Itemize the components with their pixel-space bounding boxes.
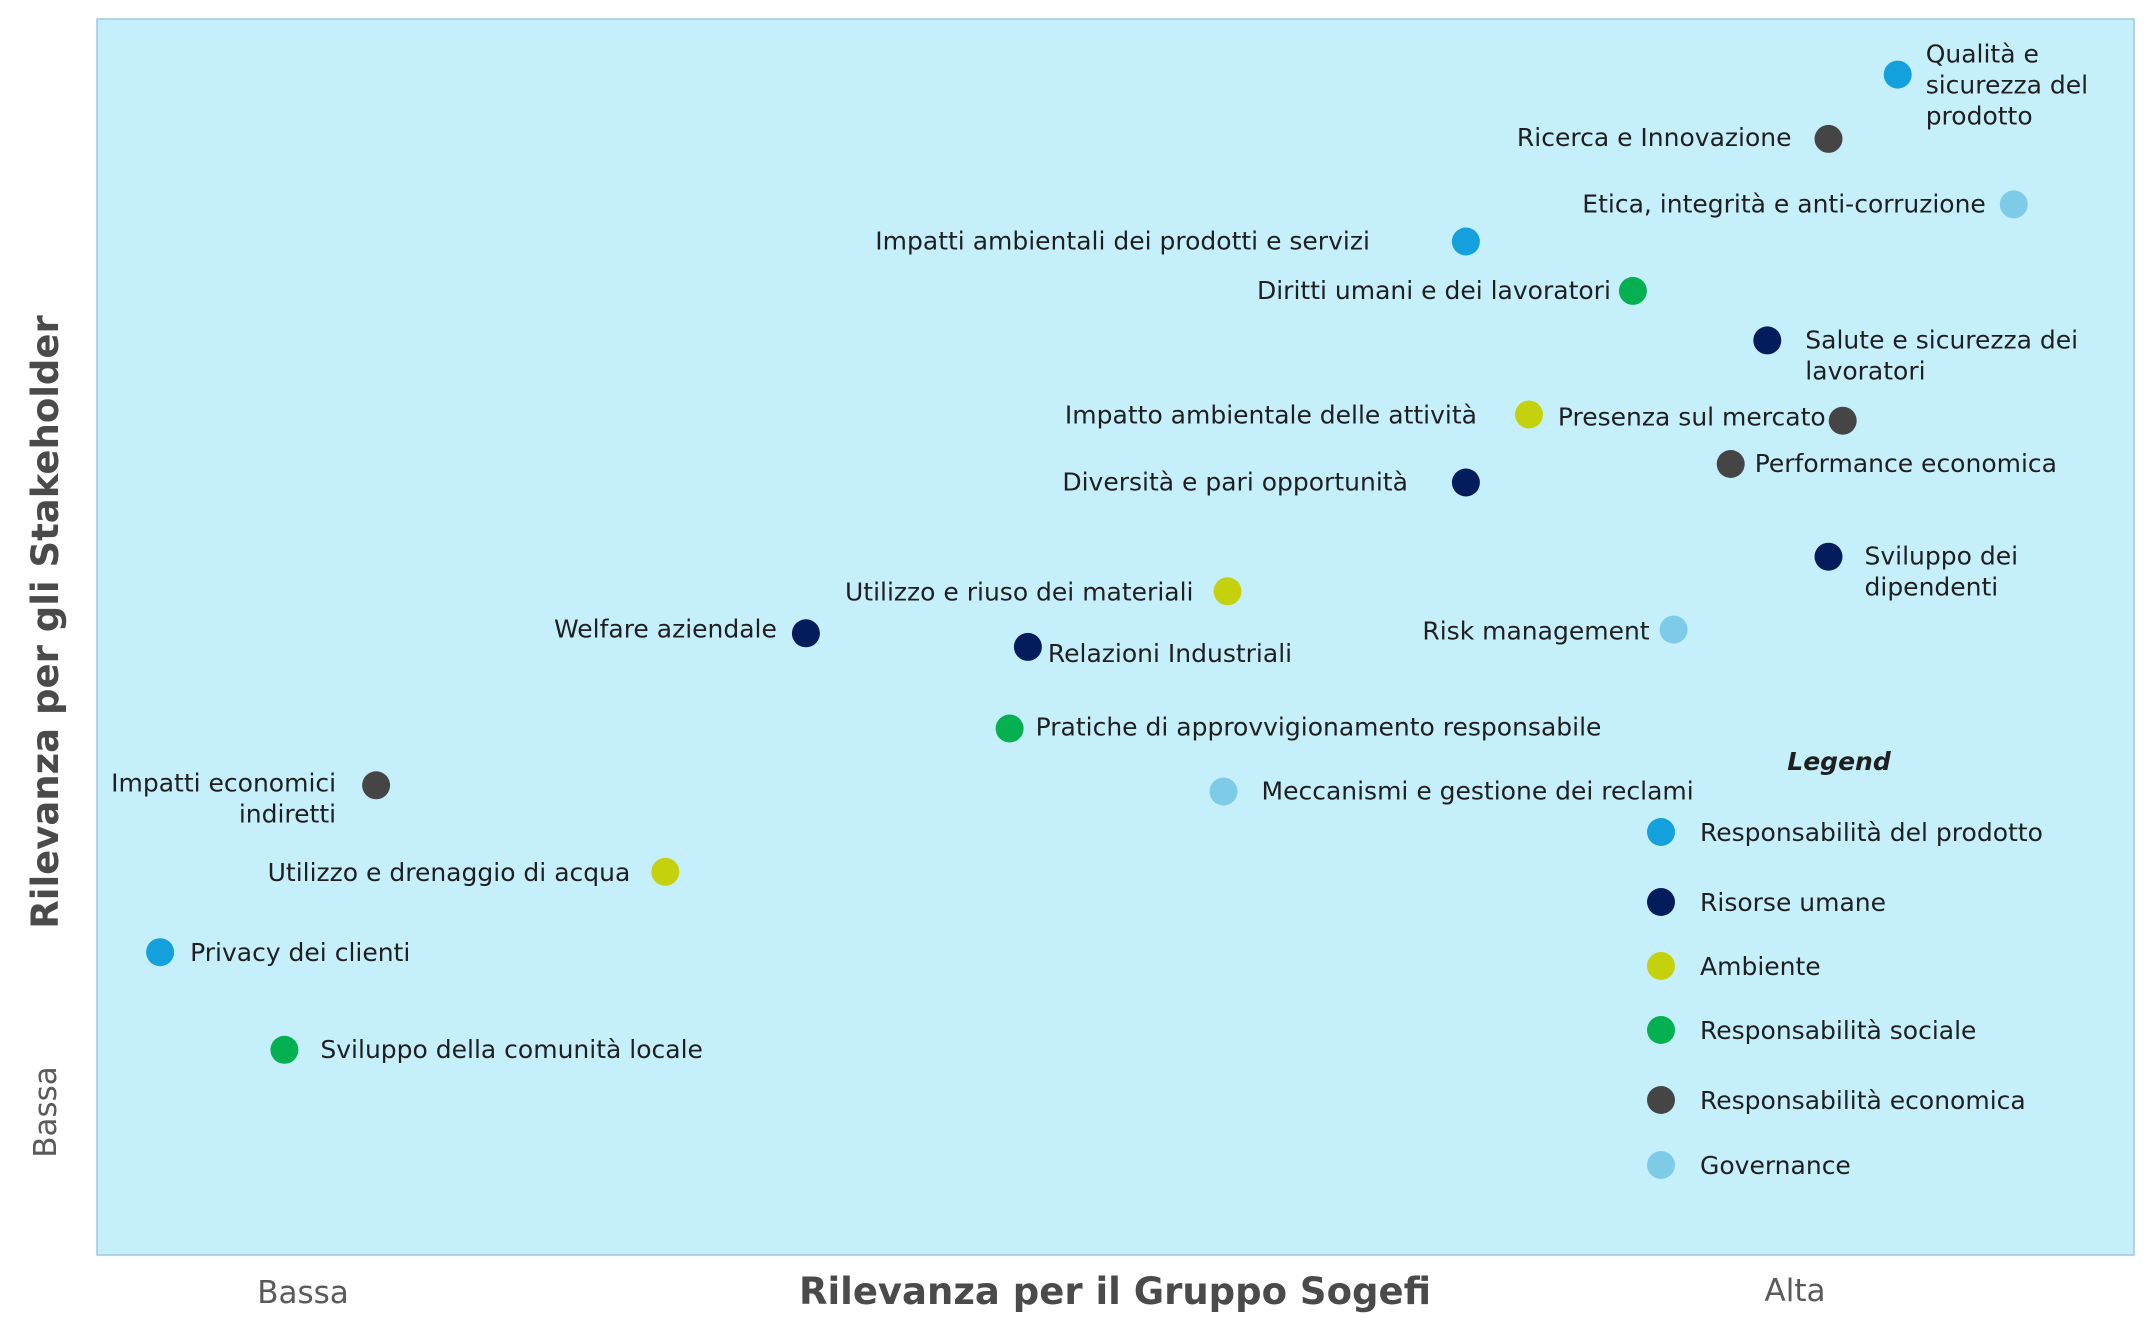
point-impatti-ambientali-dei-prodotti-e-servizi (1451, 227, 1480, 256)
point-presenza-sul-mercato (1828, 406, 1857, 435)
point-ricerca-e-innovazione (1814, 124, 1843, 153)
legend-marker-responsabilita-del-prodotto (1647, 818, 1675, 846)
point-impatti-economici-indiretti (362, 771, 391, 800)
point-utilizzo-e-drenaggio-di-acqua (651, 857, 680, 886)
legend-marker-risorse-umane (1647, 888, 1675, 916)
label-ricerca-e-innovazione: Ricerca e Innovazione (1517, 123, 1792, 152)
point-utilizzo-e-riuso-dei-materiali (1213, 577, 1242, 606)
point-qualita-e-sicurezza-del-prodotto (1883, 60, 1912, 89)
label-diversita-e-pari-opportunita: Diversità e pari opportunità (1062, 468, 1408, 497)
label-impatto-ambientale-delle-attivita: Impatto ambientale delle attività (1065, 401, 1477, 430)
legend-label-responsabilita-del-prodotto: Responsabilità del prodotto (1700, 818, 2043, 847)
label-utilizzo-e-drenaggio-di-acqua: Utilizzo e drenaggio di acqua (268, 858, 631, 887)
point-diritti-umani-e-dei-lavoratori (1618, 276, 1647, 305)
label-presenza-sul-mercato: Presenza sul mercato (1558, 403, 1826, 432)
label-qualita-e-sicurezza-del-prodotto: Qualità e sicurezza del prodotto (1926, 40, 2088, 131)
plot-area (96, 18, 2135, 1256)
label-impatti-ambientali-dei-prodotti-e-servizi: Impatti ambientali dei prodotti e serviz… (875, 227, 1370, 256)
label-meccanismi-e-gestione-dei-reclami: Meccanismi e gestione dei reclami (1262, 777, 1694, 806)
y-tick-bassa: Bassa (28, 1066, 64, 1158)
legend-label-governance: Governance (1700, 1151, 1851, 1180)
point-diversita-e-pari-opportunita (1451, 468, 1480, 497)
label-impatti-economici-indiretti: Impatti economici indiretti (111, 768, 336, 828)
label-performance-economica: Performance economica (1755, 449, 2057, 478)
point-privacy-dei-clienti (146, 938, 175, 967)
point-impatto-ambientale-delle-attivita (1515, 400, 1543, 429)
point-sviluppo-dei-dipendenti (1814, 542, 1843, 571)
x-axis-title: Rilevanza per il Gruppo Sogefi (799, 1270, 1431, 1313)
data-points: Qualità e sicurezza del prodotto Impatti am… (111, 40, 2088, 1064)
legend-marker-responsabilita-economica (1647, 1086, 1675, 1114)
point-meccanismi-e-gestione-dei-reclami (1209, 777, 1238, 806)
label-welfare-aziendale: Welfare aziendale (554, 614, 777, 643)
point-performance-economica (1716, 450, 1745, 478)
legend-marker-ambiente (1647, 952, 1675, 980)
point-pratiche-di-approvvigionamento-responsabile (995, 714, 1024, 743)
label-pratiche-di-approvvigionamento-responsabile: Pratiche di approvvigionamento responsab… (1036, 713, 1602, 742)
label-sviluppo-della-comunita-locale: Sviluppo della comunità locale (320, 1035, 703, 1064)
legend-label-risorse-umane: Risorse umane (1700, 888, 1886, 917)
x-tick-alta: Alta (1765, 1273, 1826, 1309)
point-salute-e-sicurezza-dei-lavoratori (1753, 326, 1782, 355)
point-risk-management (1659, 615, 1688, 644)
label-diritti-umani-e-dei-lavoratori: Diritti umani e dei lavoratori (1257, 276, 1611, 305)
point-relazioni-industriali (1013, 632, 1042, 661)
label-utilizzo-e-riuso-dei-materiali: Utilizzo e riuso dei materiali (845, 577, 1194, 606)
point-welfare-aziendale (791, 619, 820, 648)
legend: Legend Responsabilità del prodotto Risors… (1647, 747, 2043, 1180)
legend-label-responsabilita-economica: Responsabilità economica (1700, 1086, 2026, 1115)
label-relazioni-industriali: Relazioni Industriali (1048, 639, 1292, 668)
y-axis-title: Rilevanza per gli Stakeholder (24, 315, 67, 929)
label-privacy-dei-clienti: Privacy dei clienti (190, 938, 410, 967)
label-etica-integrita-e-anti-corruzione: Etica, integrità e anti-corruzione (1582, 189, 1986, 218)
legend-title: Legend (1787, 747, 1892, 776)
label-sviluppo-dei-dipendenti: Sviluppo dei dipendenti (1865, 542, 2019, 602)
legend-marker-responsabilita-sociale (1647, 1016, 1675, 1044)
point-sviluppo-della-comunita-locale (270, 1035, 299, 1064)
legend-label-ambiente: Ambiente (1700, 952, 1821, 981)
label-salute-e-sicurezza-dei-lavoratori: Salute e sicurezza dei lavoratori (1805, 325, 2078, 385)
x-tick-bassa: Bassa (257, 1275, 349, 1311)
point-etica-integrita-e-anti-corruzione (1999, 190, 2028, 219)
legend-marker-governance (1647, 1151, 1675, 1179)
label-risk-management: Risk management (1422, 617, 1649, 646)
legend-label-responsabilita-sociale: Responsabilità sociale (1700, 1016, 1976, 1045)
